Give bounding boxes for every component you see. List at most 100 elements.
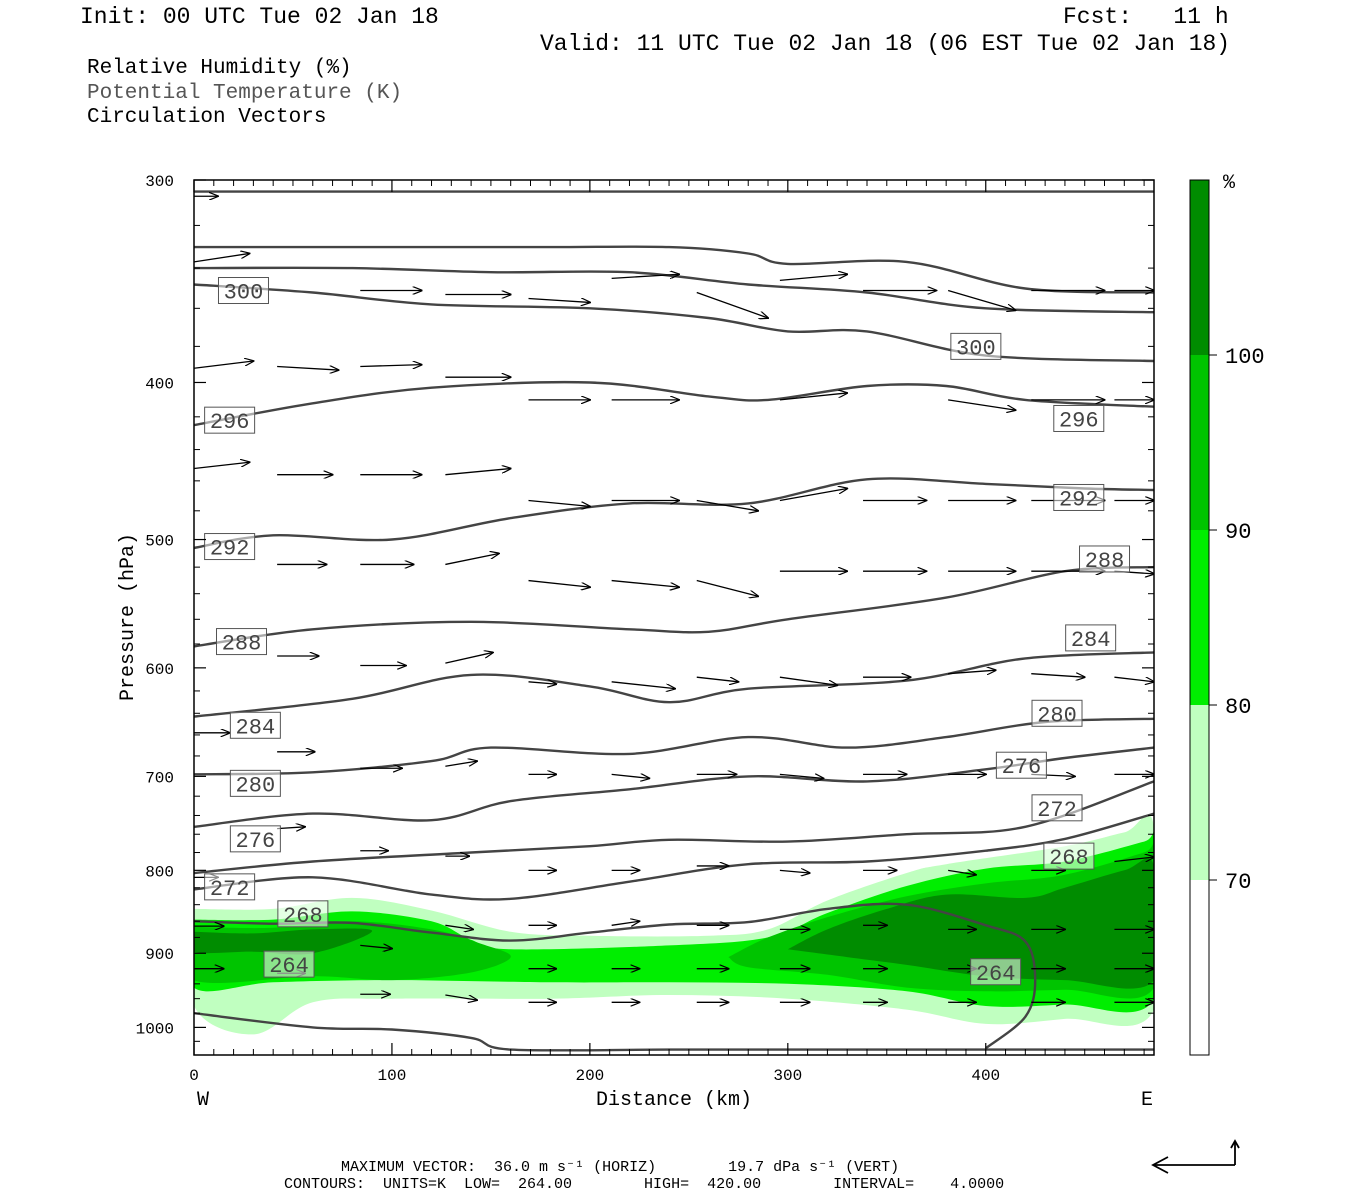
contour-label: 288 bbox=[1079, 545, 1131, 574]
y-tick-label: 500 bbox=[145, 533, 174, 551]
contour-label: 268 bbox=[277, 900, 329, 929]
svg-text:284: 284 bbox=[236, 715, 276, 740]
circulation-vector bbox=[948, 399, 1015, 410]
colorbar-segment bbox=[1190, 355, 1209, 530]
theta-contour-284-7 bbox=[194, 651, 1154, 718]
svg-text:280: 280 bbox=[236, 773, 276, 798]
y-tick-label: 300 bbox=[145, 173, 174, 191]
x-tick-label: 400 bbox=[971, 1067, 1000, 1085]
svg-text:300: 300 bbox=[224, 281, 264, 306]
circulation-vector bbox=[779, 274, 847, 282]
circulation-vector bbox=[611, 921, 640, 925]
circulation-vector bbox=[947, 289, 1015, 311]
valid-time: Valid: 11 UTC Tue 02 Jan 18 (06 EST Tue … bbox=[540, 31, 1231, 57]
svg-text:280: 280 bbox=[1037, 703, 1077, 728]
circulation-vector bbox=[528, 682, 557, 684]
x-axis-title: Distance (km) bbox=[596, 1089, 752, 1112]
legend-potential-temperature: Potential Temperature (K) bbox=[87, 82, 403, 105]
svg-text:284: 284 bbox=[1071, 628, 1111, 653]
legend-circulation-vectors: Circulation Vectors bbox=[87, 106, 327, 129]
contour-label: 300 bbox=[950, 332, 1002, 361]
svg-text:292: 292 bbox=[1059, 487, 1099, 512]
circulation-vector bbox=[779, 774, 824, 778]
y-tick-label: 400 bbox=[145, 375, 174, 393]
circulation-vector bbox=[445, 469, 510, 476]
circulation-vector bbox=[948, 870, 976, 874]
circulation-vector bbox=[445, 925, 473, 929]
max-vector-note: MAXIMUM VECTOR: 36.0 m s⁻¹ (HORIZ) 19.7 … bbox=[341, 1159, 900, 1176]
circulation-vector bbox=[779, 393, 847, 401]
circulation-vector bbox=[1031, 674, 1084, 677]
theta-contour-264-12 bbox=[194, 902, 1037, 1050]
y-tick-label: 1000 bbox=[136, 1020, 174, 1038]
colorbar-segment bbox=[1190, 180, 1209, 355]
y-tick-label: 600 bbox=[145, 661, 174, 679]
theta-contour-296-4 bbox=[194, 380, 1154, 427]
legend-relative-humidity: Relative Humidity (%) bbox=[87, 57, 352, 80]
theta-contour-280-8 bbox=[194, 717, 1154, 776]
contour-label: 284 bbox=[229, 711, 281, 740]
y-tick-label: 800 bbox=[145, 863, 174, 881]
colorbar-label: 90 bbox=[1225, 520, 1251, 545]
contour-label: 276 bbox=[229, 825, 281, 854]
theta-contour-288-6 bbox=[194, 565, 1154, 648]
forecast-hour: Fcst: 11 h bbox=[1063, 4, 1229, 30]
circulation-vector bbox=[528, 499, 590, 506]
circulation-vector bbox=[528, 579, 590, 588]
svg-text:296: 296 bbox=[210, 410, 250, 435]
svg-text:288: 288 bbox=[1085, 549, 1125, 574]
circulation-vector bbox=[779, 676, 837, 685]
svg-text:264: 264 bbox=[976, 962, 1016, 987]
colorbar-segment bbox=[1190, 530, 1209, 705]
circulation-vector bbox=[696, 676, 739, 682]
circulation-vector bbox=[528, 297, 590, 302]
theta-contour-264-13 bbox=[194, 1012, 1154, 1052]
x-tick-label: 200 bbox=[575, 1067, 604, 1085]
contour-label: 296 bbox=[204, 406, 256, 435]
circulation-vector bbox=[360, 945, 392, 948]
theta-contour-268-11 bbox=[194, 812, 1154, 901]
svg-text:292: 292 bbox=[210, 537, 250, 562]
contour-label: 280 bbox=[1031, 699, 1083, 728]
circulation-vector bbox=[779, 870, 810, 873]
circulation-vector bbox=[360, 365, 421, 367]
contour-label: 284 bbox=[1065, 624, 1117, 653]
svg-text:296: 296 bbox=[1059, 408, 1099, 433]
circulation-vector bbox=[779, 488, 847, 502]
contour-label: 272 bbox=[1031, 794, 1083, 823]
svg-text:276: 276 bbox=[236, 829, 276, 854]
circulation-vector bbox=[611, 274, 679, 280]
theta-contour-292-5 bbox=[194, 477, 1154, 550]
colorbar-label: 100 bbox=[1225, 345, 1265, 370]
colorbar-label: 80 bbox=[1225, 695, 1251, 720]
reference-vector-icon bbox=[1151, 1139, 1240, 1174]
x-tick-label: 300 bbox=[773, 1067, 802, 1085]
contour-label: 268 bbox=[1043, 842, 1095, 871]
circulation-vector bbox=[696, 579, 758, 597]
contour-label: 264 bbox=[970, 958, 1022, 987]
circulation-vector bbox=[948, 670, 996, 673]
circulation-vector bbox=[277, 827, 305, 829]
colorbar-segment bbox=[1190, 705, 1209, 880]
colorbar-label: 70 bbox=[1225, 870, 1251, 895]
theta-contour-272-10 bbox=[194, 780, 1154, 875]
svg-text:268: 268 bbox=[283, 904, 323, 929]
svg-text:276: 276 bbox=[1002, 755, 1042, 780]
svg-text:288: 288 bbox=[222, 632, 262, 657]
svg-text:272: 272 bbox=[210, 877, 250, 902]
circulation-vector bbox=[445, 553, 498, 566]
svg-text:300: 300 bbox=[956, 336, 996, 361]
x-tick-label: 100 bbox=[378, 1067, 407, 1085]
circulation-vector bbox=[445, 652, 493, 664]
colorbar-segment bbox=[1190, 880, 1209, 1055]
x-end-label-east: E bbox=[1141, 1089, 1153, 1112]
contour-label: 288 bbox=[216, 628, 268, 657]
rh-region-100-5 bbox=[787, 858, 1154, 989]
plot-frame bbox=[193, 179, 1155, 1056]
circulation-vector bbox=[611, 681, 675, 689]
contour-label: 272 bbox=[204, 873, 256, 902]
contour-info-note: CONTOURS: UNITS=K LOW= 264.00 HIGH= 420.… bbox=[284, 1176, 1005, 1193]
theta-contour-300-1 bbox=[194, 245, 1154, 294]
circulation-vector bbox=[611, 774, 650, 778]
